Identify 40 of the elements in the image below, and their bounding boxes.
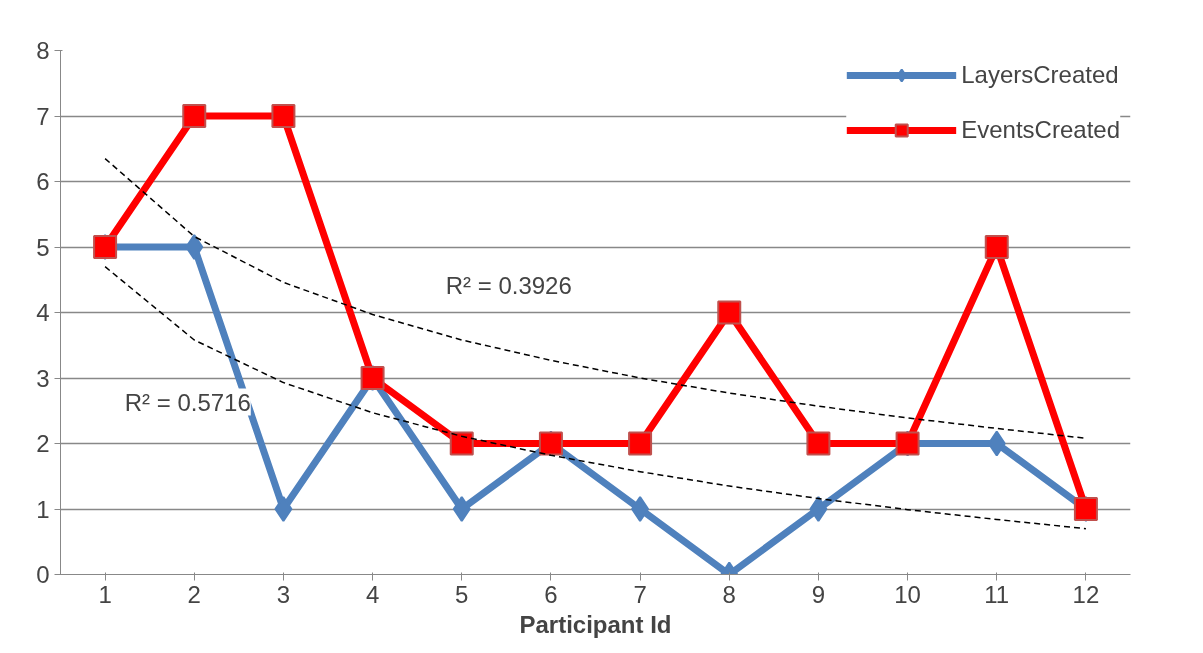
point [806, 431, 831, 456]
x-tick-label: 2 [187, 580, 201, 608]
x-tick-label: 1 [98, 580, 112, 608]
annotation: R² = 0.5716 [124, 388, 251, 416]
point [452, 496, 471, 522]
y-tick-label: 8 [36, 37, 50, 64]
x-tick-label: 3 [276, 580, 291, 608]
x-tick-label: 9 [811, 580, 826, 608]
point [987, 430, 1006, 457]
point [717, 300, 742, 325]
legend-label: EventsCreated [961, 116, 1120, 144]
x-tick-label: 6 [544, 580, 558, 608]
point [628, 431, 653, 456]
x-axis-title: Participant Id [519, 610, 672, 638]
legend-label: LayersCreated [961, 61, 1119, 89]
point [449, 431, 474, 456]
line-series [104, 265, 1087, 530]
y-tick-label: 5 [36, 233, 50, 261]
point [984, 235, 1009, 259]
x-tick-label: 5 [455, 580, 469, 608]
x-tick-label: 7 [633, 580, 647, 608]
y-tick-label: 4 [36, 299, 50, 326]
point [631, 496, 650, 522]
x-tick-label: 4 [365, 580, 380, 608]
y-tick-label: 0 [36, 561, 50, 588]
y-tick-label: 7 [36, 102, 50, 130]
point [185, 234, 204, 260]
point [274, 496, 293, 522]
y-tick-label: 1 [36, 495, 50, 523]
point [271, 104, 296, 128]
point [182, 104, 207, 128]
y-tick-label: 3 [36, 364, 50, 392]
y-tick-label: 6 [36, 168, 50, 195]
annotation: R² = 0.3926 [445, 271, 572, 299]
x-tick-label: 8 [722, 580, 736, 608]
y-tick-label: 2 [36, 430, 50, 457]
x-tick-label: 10 [894, 580, 921, 608]
x-tick-label: 11 [984, 580, 1010, 608]
point [809, 496, 828, 522]
x-tick-label: 12 [1072, 580, 1100, 608]
